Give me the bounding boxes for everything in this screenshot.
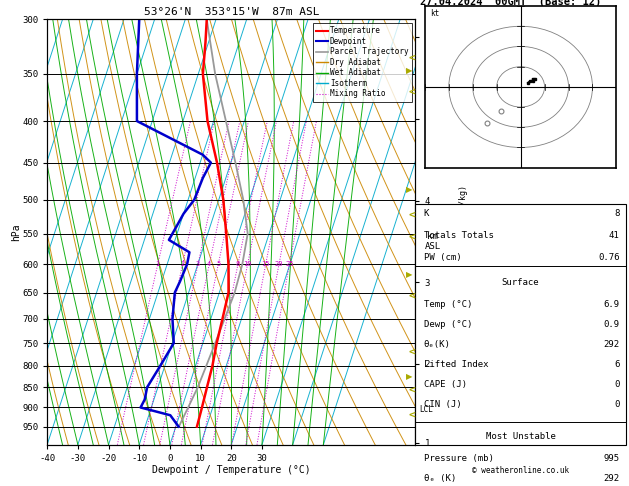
Text: 1: 1 [155, 261, 160, 267]
Text: <: < [409, 210, 416, 220]
Y-axis label: km
ASL: km ASL [425, 232, 441, 251]
Text: 292: 292 [603, 474, 620, 483]
Text: <: < [409, 384, 416, 395]
Text: Totals Totals: Totals Totals [424, 231, 494, 240]
Text: 8: 8 [236, 261, 240, 267]
Text: Mixing Ratio (g/kg): Mixing Ratio (g/kg) [459, 185, 468, 279]
Text: ▶: ▶ [406, 270, 413, 279]
Text: <: < [409, 87, 416, 97]
Text: 41: 41 [609, 231, 620, 240]
Text: Most Unstable: Most Unstable [486, 432, 555, 441]
Text: <: < [409, 410, 416, 420]
Text: CAPE (J): CAPE (J) [424, 380, 467, 389]
Text: PW (cm): PW (cm) [424, 253, 462, 262]
Text: © weatheronline.co.uk: © weatheronline.co.uk [472, 466, 569, 475]
Text: ▶: ▶ [406, 185, 413, 194]
Text: 0.9: 0.9 [603, 320, 620, 330]
Text: K: K [424, 208, 429, 218]
Text: 292: 292 [603, 340, 620, 349]
Text: θₑ(K): θₑ(K) [424, 340, 451, 349]
Text: kt: kt [430, 9, 439, 18]
Text: LCL: LCL [419, 405, 433, 414]
Text: Pressure (mb): Pressure (mb) [424, 454, 494, 463]
Text: 10: 10 [243, 261, 252, 267]
Text: 25: 25 [285, 261, 294, 267]
Text: Surface: Surface [502, 278, 540, 287]
Text: <: < [409, 52, 416, 63]
Text: 6.9: 6.9 [603, 300, 620, 310]
Title: 53°26'N  353°15'W  87m ASL: 53°26'N 353°15'W 87m ASL [143, 7, 319, 17]
Text: CIN (J): CIN (J) [424, 400, 462, 409]
Text: 0: 0 [614, 380, 620, 389]
Text: 995: 995 [603, 454, 620, 463]
Text: 4: 4 [207, 261, 211, 267]
Text: θₑ (K): θₑ (K) [424, 474, 456, 483]
Text: 0: 0 [614, 400, 620, 409]
Text: 27.04.2024  00GMT  (Base: 12): 27.04.2024 00GMT (Base: 12) [420, 0, 601, 7]
Legend: Temperature, Dewpoint, Parcel Trajectory, Dry Adiabat, Wet Adiabat, Isotherm, Mi: Temperature, Dewpoint, Parcel Trajectory… [313, 23, 411, 102]
Y-axis label: hPa: hPa [11, 223, 21, 241]
Text: ▶: ▶ [406, 66, 413, 75]
Text: 6: 6 [614, 360, 620, 369]
Text: Temp (°C): Temp (°C) [424, 300, 472, 310]
Text: <: < [409, 231, 416, 242]
Text: Dewp (°C): Dewp (°C) [424, 320, 472, 330]
Text: 3: 3 [196, 261, 200, 267]
Text: <: < [409, 346, 416, 356]
Text: 20: 20 [275, 261, 283, 267]
Text: ▶: ▶ [406, 372, 413, 381]
X-axis label: Dewpoint / Temperature (°C): Dewpoint / Temperature (°C) [152, 466, 311, 475]
Text: Lifted Index: Lifted Index [424, 360, 488, 369]
Text: 8: 8 [614, 208, 620, 218]
Text: 15: 15 [262, 261, 270, 267]
Text: 2: 2 [181, 261, 185, 267]
Text: 5: 5 [216, 261, 220, 267]
Text: <: < [409, 291, 416, 301]
Text: 0.76: 0.76 [598, 253, 620, 262]
